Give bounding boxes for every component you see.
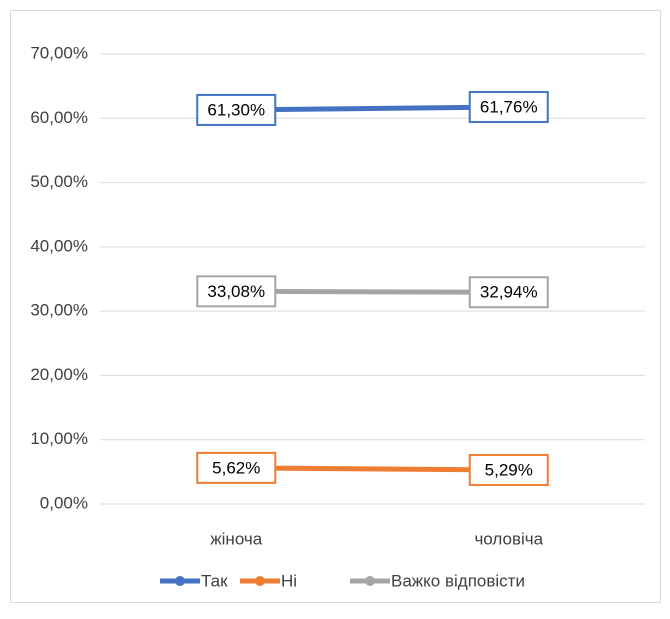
y-tick-label: 20,00% xyxy=(30,365,88,384)
chart-frame xyxy=(10,10,661,603)
y-tick-label: 60,00% xyxy=(30,108,88,127)
series-line xyxy=(236,104,509,113)
legend-label: Так xyxy=(201,571,228,590)
legend-label: Важко відповісти xyxy=(391,571,525,590)
data-label: 5,29% xyxy=(485,460,533,479)
y-tick-label: 50,00% xyxy=(30,172,88,191)
y-tick-label: 0,00% xyxy=(40,493,88,512)
y-tick-label: 30,00% xyxy=(30,301,88,320)
legend-marker xyxy=(255,576,265,586)
data-label-box xyxy=(468,90,549,123)
y-tick-label: 10,00% xyxy=(30,429,88,448)
data-label-box xyxy=(468,453,549,486)
series-line xyxy=(236,465,509,473)
x-tick-label: жіноча xyxy=(210,529,262,548)
data-label-box xyxy=(196,451,277,484)
data-label: 61,76% xyxy=(480,97,538,116)
data-label-box xyxy=(468,276,549,309)
data-label: 5,62% xyxy=(212,458,260,477)
legend-marker xyxy=(365,576,375,586)
y-tick-label: 70,00% xyxy=(30,43,88,62)
data-label: 32,94% xyxy=(480,283,538,302)
data-label-box xyxy=(196,275,277,308)
data-label: 61,30% xyxy=(207,100,265,119)
legend-marker xyxy=(175,576,185,586)
data-label: 33,08% xyxy=(207,282,265,301)
x-tick-label: чоловіча xyxy=(474,529,543,548)
legend-label: Ні xyxy=(281,571,297,590)
data-label-box xyxy=(196,93,277,126)
series-line xyxy=(236,288,509,295)
y-tick-label: 40,00% xyxy=(30,236,88,255)
